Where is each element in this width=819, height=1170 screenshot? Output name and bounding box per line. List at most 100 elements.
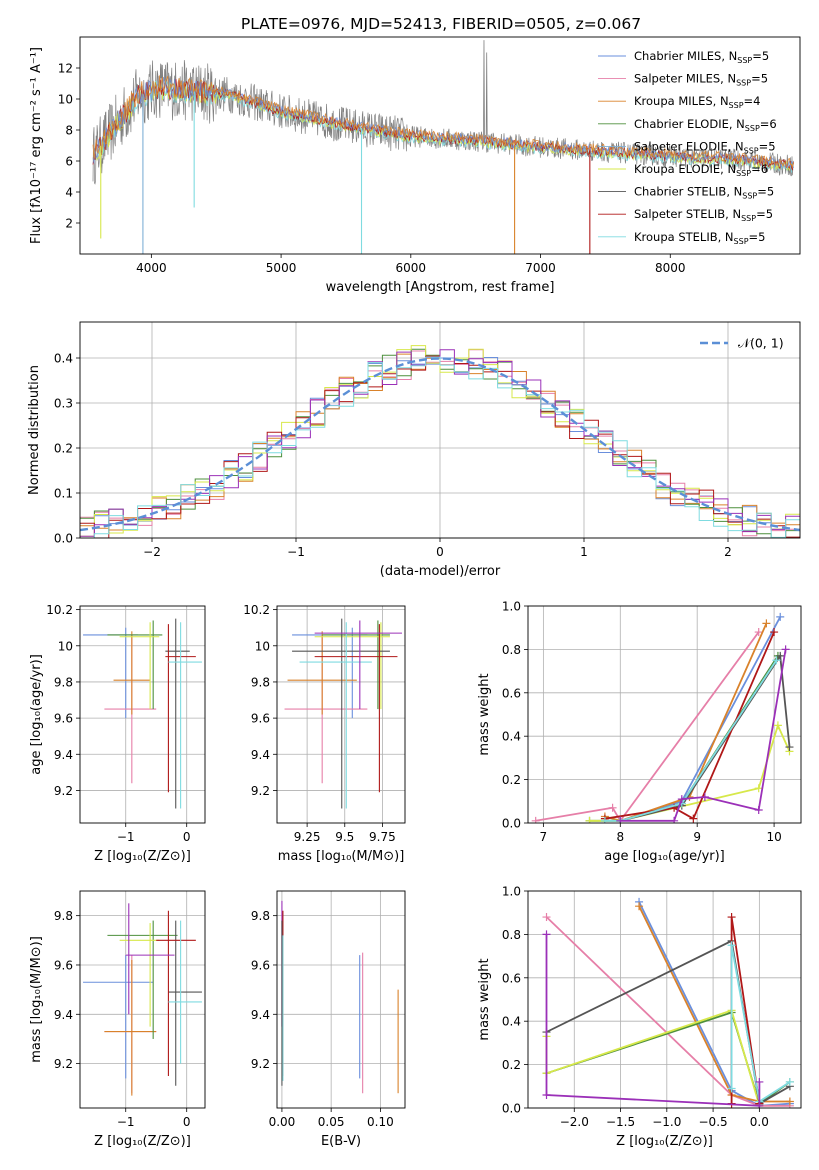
x-tick-label: −1 [117, 1115, 135, 1129]
normal-distribution-curve [80, 357, 800, 532]
x-tick-label: 7 [540, 830, 548, 844]
x-tick-label: −1.0 [652, 1115, 681, 1129]
x-tick-label: 1 [580, 545, 588, 559]
data-point-marker [727, 1084, 736, 1093]
y-tick-label: 10 [58, 93, 73, 107]
data-point-marker [785, 1097, 794, 1106]
y-tick-label: 0.2 [502, 773, 521, 787]
axes-frame [527, 890, 802, 1109]
x-tick-label: 2 [724, 545, 732, 559]
legend-label-suffix: =5 [756, 207, 773, 221]
y-tick-label: 9.4 [251, 1008, 270, 1022]
y-tick-label: 6 [65, 155, 73, 169]
mass-weight-line [604, 659, 778, 822]
y-tick-label: 0.6 [502, 971, 521, 985]
y-tick-label: 9.4 [54, 1008, 73, 1022]
legend-label-main: Kroupa MILES, N [634, 94, 729, 108]
data-point-marker [689, 814, 698, 823]
legend-label: Chabrier STELIB, NSSP=5 [634, 185, 774, 201]
y-tick-label: 1.0 [502, 885, 521, 899]
model-spectrum-line [92, 76, 794, 170]
x-tick-label: 8000 [655, 261, 686, 275]
data-point-marker [773, 721, 782, 730]
legend-label-suffix: =5 [757, 185, 774, 199]
plot-area [531, 612, 794, 823]
y-tick-label: 9.8 [54, 675, 73, 689]
data-point-marker [770, 628, 779, 637]
legend-label-sub: SSP [736, 79, 751, 88]
plot-area [80, 345, 800, 538]
mass-weight-line [638, 901, 790, 1107]
panel-8: −2.0 −1.5 −1.0 −0.5 0.0 0.0 0.2 0.4 0.6 0.8 1.0 Z [… [477, 885, 802, 1149]
mass-weight-line [638, 905, 790, 1103]
x-tick-label: 6000 [396, 261, 427, 275]
data-point-marker [776, 651, 785, 660]
x-tick-label: −2.0 [560, 1115, 589, 1129]
plot-area [83, 903, 202, 1096]
legend-label-main: Kroupa ELODIE, N [634, 162, 736, 176]
y-tick-label: 10.2 [243, 603, 270, 617]
y-tick-label: 9.2 [251, 784, 270, 798]
emission-line [483, 40, 485, 141]
emission-line [485, 52, 488, 141]
x-tick-label: 9.5 [335, 830, 354, 844]
x-tick-label: 5000 [266, 261, 297, 275]
y-tick-label: 0.4 [502, 1015, 521, 1029]
legend-label: Chabrier MILES, NSSP=5 [634, 49, 769, 65]
data-point-marker [727, 941, 736, 950]
y-tick-label: 4 [65, 186, 73, 200]
data-point-marker [670, 816, 679, 823]
x-tick-label: 0.10 [367, 1115, 394, 1129]
data-point-marker [781, 645, 790, 654]
legend-label-suffix: =5 [759, 139, 776, 153]
x-tick-label: −1 [117, 830, 135, 844]
y-tick-label: 0.8 [502, 643, 521, 657]
legend-label: Kroupa MILES, NSSP=4 [634, 94, 760, 110]
x-tick-label: 0 [183, 830, 191, 844]
legend-label-sub: SSP [734, 237, 749, 246]
panel-7: 0.00 0.05 0.10 9.2 9.4 9.6 9.8 E(B-V) [251, 890, 406, 1149]
data-point-marker [772, 656, 781, 665]
legend-label-suffix: =6 [751, 162, 768, 176]
x-tick-label: 0.05 [318, 1115, 345, 1129]
data-point-marker [542, 1090, 551, 1099]
legend-label: Kroupa ELODIE, NSSP=6 [634, 162, 768, 178]
x-axis-label: age [log₁₀(age/yr)] [604, 849, 725, 864]
x-tick-label: 9.25 [294, 830, 321, 844]
observed-spectrum-line [92, 60, 794, 185]
y-tick-label: 12 [58, 62, 73, 76]
plot-area [284, 618, 402, 809]
y-tick-label: 9.6 [251, 712, 270, 726]
data-point-marker [776, 612, 785, 621]
mass-weight-line [545, 934, 761, 1107]
y-tick-label: 1.0 [502, 600, 521, 614]
axes-frame [276, 605, 406, 824]
x-axis-label: mass [log₁₀(M/M⊙)] [278, 849, 405, 864]
x-axis-label: Z [log₁₀(Z/Z⊙)] [94, 1134, 191, 1149]
legend-label-sub: SSP [742, 192, 757, 201]
y-axis-label: Normed distribution [27, 365, 42, 495]
y-tick-label: 9.8 [251, 675, 270, 689]
y-tick-label: 0.2 [54, 442, 73, 456]
y-tick-label: 0.0 [54, 532, 73, 546]
legend-label-suffix: =4 [744, 94, 761, 108]
residual-histogram-step [80, 356, 800, 538]
y-tick-label: 9.8 [251, 909, 270, 923]
data-point-marker [754, 805, 763, 814]
data-point-marker [785, 1077, 794, 1086]
x-axis-label: E(B-V) [321, 1134, 361, 1149]
data-point-marker [616, 816, 625, 823]
plot-area [281, 900, 399, 1094]
y-tick-label: 10.2 [46, 603, 73, 617]
panel-5: 7 8 9 10 0.0 0.2 0.4 0.6 0.8 1.0 age [log₁₀(age/yr… [477, 600, 802, 864]
data-point-marker [785, 743, 794, 752]
y-axis-label: Flux [fλ10⁻¹⁷ erg cm⁻² s⁻¹ A⁻¹] [29, 47, 44, 244]
x-axis-label: Z [log₁₀(Z/Z⊙)] [616, 1134, 713, 1149]
legend-label-main: Chabrier STELIB, N [634, 185, 742, 199]
data-point-marker [755, 1101, 764, 1108]
x-tick-label: 8 [616, 830, 624, 844]
x-tick-label: 0.0 [750, 1115, 769, 1129]
mass-weight-line [730, 945, 791, 1103]
legend: 𝒩(0, 1) [700, 336, 784, 351]
